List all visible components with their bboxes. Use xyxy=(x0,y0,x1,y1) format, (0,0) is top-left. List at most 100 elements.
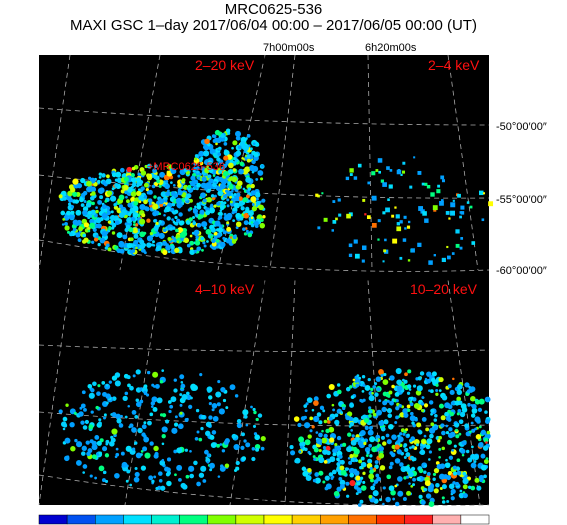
emission-pixel xyxy=(410,484,414,488)
emission-pixel xyxy=(149,231,153,236)
emission-pixel xyxy=(199,373,203,377)
emission-pixel xyxy=(413,156,416,159)
emission-pixel xyxy=(63,423,68,428)
emission-pixel xyxy=(77,238,82,243)
emission-pixel xyxy=(146,370,151,375)
emission-pixel xyxy=(308,452,312,456)
emission-pixel xyxy=(73,411,77,415)
emission-pixel xyxy=(178,220,184,226)
emission-pixel xyxy=(335,217,338,221)
emission-pixel xyxy=(379,498,382,502)
emission-pixel xyxy=(242,144,249,152)
emission-pixel xyxy=(426,472,431,476)
emission-pixel xyxy=(382,211,386,215)
emission-pixel xyxy=(95,209,99,214)
emission-pixel xyxy=(60,190,67,197)
emission-pixel xyxy=(458,492,465,499)
emission-pixel xyxy=(387,198,390,201)
emission-pixel xyxy=(469,430,472,434)
emission-pixel xyxy=(131,447,136,451)
emission-pixel xyxy=(114,380,121,387)
emission-pixel xyxy=(225,128,231,133)
emission-pixel xyxy=(382,182,387,187)
emission-pixel xyxy=(380,179,384,183)
emission-pixel xyxy=(252,424,257,428)
emission-pixel xyxy=(433,488,439,494)
emission-pixel xyxy=(401,382,405,387)
emission-pixel xyxy=(348,467,355,474)
emission-pixel xyxy=(435,392,439,396)
emission-pixel xyxy=(105,401,109,405)
emission-pixel xyxy=(211,403,218,409)
emission-pixel xyxy=(153,475,157,479)
emission-pixel xyxy=(141,424,147,430)
emission-pixel xyxy=(388,485,395,492)
emission-pixel xyxy=(250,405,253,409)
emission-pixel xyxy=(254,434,261,441)
emission-pixel xyxy=(397,490,404,497)
emission-pixel xyxy=(64,455,70,462)
emission-pixel xyxy=(195,235,199,239)
emission-pixel xyxy=(348,243,353,248)
emission-pixel xyxy=(82,471,86,474)
emission-pixel xyxy=(177,183,182,188)
emission-pixel xyxy=(375,434,381,440)
emission-pixel xyxy=(338,477,343,481)
emission-pixel xyxy=(245,137,248,140)
emission-pixel xyxy=(406,225,411,229)
emission-pixel xyxy=(250,147,253,151)
emission-pixel xyxy=(289,445,294,450)
emission-pixel xyxy=(76,219,82,226)
emission-pixel xyxy=(134,471,140,477)
emission-pixel xyxy=(385,496,391,503)
emission-pixel xyxy=(440,423,445,428)
emission-pixel xyxy=(70,205,75,209)
emission-pixel xyxy=(349,454,354,459)
emission-pixel xyxy=(241,456,247,461)
emission-pixel xyxy=(129,423,134,428)
emission-pixel xyxy=(419,446,424,450)
emission-pixel xyxy=(317,226,321,230)
emission-pixel xyxy=(432,477,436,481)
emission-pixel xyxy=(375,169,379,172)
emission-pixel xyxy=(424,464,427,468)
emission-pixel xyxy=(363,441,367,446)
emission-pixel xyxy=(323,419,328,424)
emission-pixel xyxy=(303,422,311,429)
emission-pixel xyxy=(68,214,75,220)
emission-pixel xyxy=(88,392,95,399)
emission-pixel xyxy=(146,242,152,248)
emission-pixel xyxy=(438,377,444,383)
emission-pixel xyxy=(168,409,172,414)
emission-pixel xyxy=(112,223,116,227)
emission-pixel xyxy=(471,407,478,414)
emission-pixel xyxy=(208,178,214,184)
emission-pixel xyxy=(294,457,301,464)
emission-pixel xyxy=(105,439,110,444)
emission-pixel xyxy=(102,446,108,452)
emission-pixel xyxy=(483,459,489,464)
emission-pixel xyxy=(428,501,435,507)
emission-pixel xyxy=(391,444,396,450)
emission-pixel xyxy=(224,179,228,184)
emission-pixel xyxy=(233,202,240,209)
emission-pixel xyxy=(423,434,427,438)
emission-pixel xyxy=(378,399,382,403)
emission-pixel xyxy=(388,184,393,189)
emission-pixel xyxy=(444,411,449,417)
emission-pixel xyxy=(218,146,222,150)
emission-pixel xyxy=(323,217,328,222)
emission-pixel xyxy=(474,427,478,431)
band-label-4-10: 4–10 keV xyxy=(195,281,255,297)
emission-pixel xyxy=(349,421,355,427)
emission-pixel xyxy=(242,211,246,214)
emission-pixel xyxy=(210,227,216,233)
emission-pixel xyxy=(360,485,367,491)
emission-pixel xyxy=(208,167,214,173)
emission-pixel xyxy=(419,449,426,456)
emission-pixel xyxy=(364,446,371,453)
emission-pixel xyxy=(215,238,220,243)
emission-pixel xyxy=(391,214,395,218)
emission-pixel xyxy=(438,435,442,440)
emission-pixel xyxy=(435,388,439,393)
